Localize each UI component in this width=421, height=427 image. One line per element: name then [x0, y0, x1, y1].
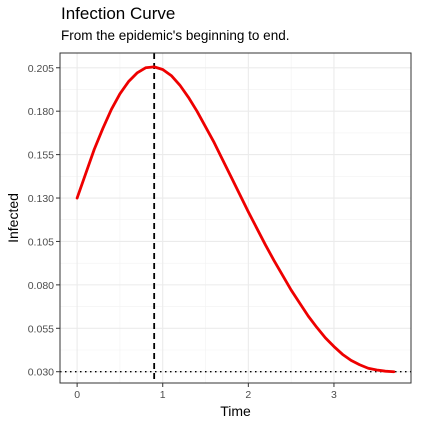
y-axis-label: Infected: [5, 193, 21, 243]
y-tick-label: 0.130: [28, 193, 54, 205]
x-axis-ticks: 0 1 2 3: [74, 383, 337, 401]
x-tick-label: 3: [331, 389, 337, 401]
data-series: [75, 65, 396, 374]
y-tick-label: 0.205: [28, 63, 54, 75]
reference-lines: [60, 53, 411, 383]
y-axis-ticks: 0.030 0.055 0.080 0.105 0.130 0.155 0.180 0.205: [28, 63, 60, 379]
y-tick-label: 0.180: [28, 106, 54, 118]
chart-subtitle: From the epidemic's beginning to end.: [61, 28, 290, 43]
minor-gridlines: [60, 53, 411, 383]
y-tick-label: 0.030: [28, 367, 54, 379]
x-tick-label: 1: [160, 389, 166, 401]
x-tick-label: 0: [74, 389, 80, 401]
x-tick-label: 2: [245, 389, 251, 401]
y-tick-label: 0.080: [28, 280, 54, 292]
major-gridlines: [60, 53, 411, 383]
y-tick-label: 0.105: [28, 236, 54, 248]
x-axis-label: Time: [220, 403, 251, 419]
y-tick-label: 0.055: [28, 323, 54, 335]
y-tick-label: 0.155: [28, 150, 54, 162]
panel-border: [59, 52, 412, 384]
infected-curve-line: [75, 65, 396, 374]
chart-title: Infection Curve: [61, 4, 176, 23]
